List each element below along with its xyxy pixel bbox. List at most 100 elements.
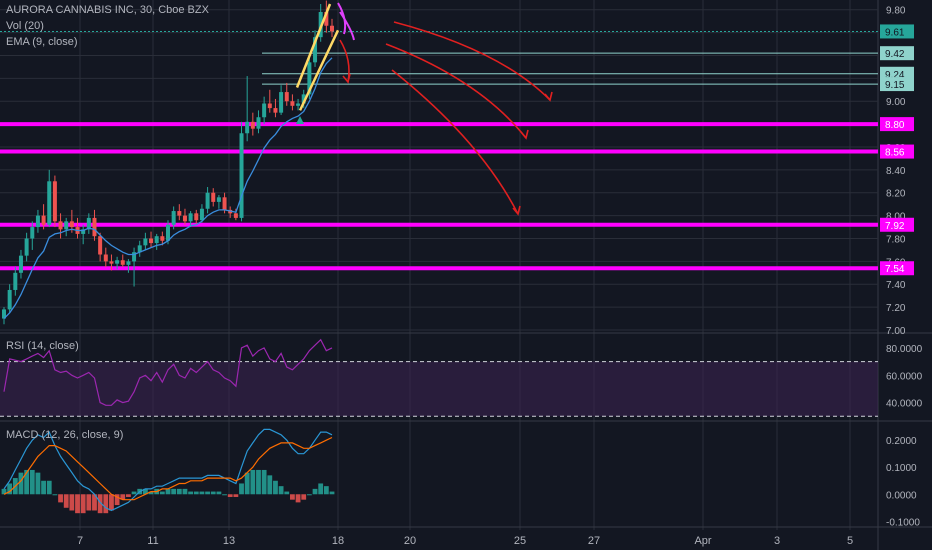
x-tick-label: 13 [223,535,235,547]
macd-histogram-bar [165,488,171,495]
candle-body [330,25,334,32]
x-tick-label: 3 [774,535,780,547]
macd-histogram-bar [227,494,233,497]
candle-body [211,192,216,202]
candle-body [301,94,306,104]
macd-histogram-bar [7,483,13,495]
candle-body [103,254,108,262]
price-tag [880,46,914,61]
macd-histogram-bar [52,494,58,496]
candle-body [137,245,142,253]
symbol-title[interactable]: AURORA CANNABIS INC, 30, Cboe BZX [6,4,209,16]
rsi-tick-label: 60.0000 [886,371,923,382]
candle-body [115,260,120,264]
macd-histogram-bar [301,494,307,500]
macd-tick-label: 0.0000 [886,490,917,501]
macd-histogram-bar [278,486,284,495]
magenta-curve-arrow [339,11,355,41]
macd-histogram-bar [216,491,222,495]
macd-histogram-bar [267,475,273,495]
support-price-label: 8.56 [885,148,905,159]
y-tick-label: 9.80 [886,6,906,17]
projection-arrow [391,69,519,215]
macd-histogram-bar [148,491,154,495]
rsi-legend[interactable]: RSI (14, close) [6,340,79,352]
rsi-tick-label: 80.0000 [886,344,923,355]
vol-legend[interactable]: Vol (20) [6,20,44,32]
price-pane [0,0,878,325]
macd-histogram-bar [233,494,239,497]
macd-legend-box: MACD (12, 26, close, 9) [6,427,123,443]
projection-arrowhead [342,73,351,84]
candle-body [86,217,91,230]
x-tick-label: 18 [332,535,344,547]
macd-histogram-bar [171,488,177,495]
support-price-label: 7.54 [885,264,905,275]
candle-body [296,103,301,106]
macd-line [3,428,333,512]
macd-histogram-bar [323,486,329,495]
macd-histogram-bar [159,491,165,495]
macd-histogram-bar [256,469,261,495]
macd-histogram-bar [222,494,227,496]
signal-line [3,436,333,501]
price-tag-label: 9.42 [885,49,905,60]
macd-histogram-bar [58,494,63,503]
candle-body [267,103,272,109]
macd-legend[interactable]: MACD (12, 26, close, 9) [6,429,124,441]
candle-body [245,121,250,134]
y-tick-label: 7.40 [886,280,906,291]
projection-arrowhead [544,91,553,102]
candle-body [52,181,57,222]
candle-body [58,221,63,230]
candle-body [13,272,18,290]
candle-body [2,309,6,319]
candle-body [149,238,154,244]
y-tick-label: 7.00 [886,326,906,337]
macd-histogram-bar [92,494,97,511]
candle-body [41,215,46,225]
macd-histogram-bar [142,488,148,495]
candle-body [109,261,114,264]
macd-histogram-bar [176,488,182,495]
macd-histogram-bar [24,469,30,495]
macd-histogram-bar [261,469,267,495]
candle-body [132,252,137,262]
price-tag-label: 9.61 [885,27,905,38]
macd-histogram-bar [29,469,35,495]
candle-body [7,289,12,310]
candle-body [143,238,148,246]
macd-histogram-bar [318,483,324,495]
candle-body [188,213,193,222]
macd-histogram-bar [273,480,278,495]
candle-body [166,224,170,241]
macd-histogram-bar [109,494,114,511]
candle-body [120,260,125,265]
candle-body [35,215,40,228]
x-tick-label: 11 [147,535,158,547]
y-tick-label: 7.80 [886,234,906,245]
macd-histogram-bar [205,491,210,495]
macd-histogram-bar [69,494,75,511]
macd-histogram-bar [103,494,109,514]
macd-pane [1,428,335,514]
projection-arrow [385,43,527,139]
ema-legend[interactable]: EMA (9, close) [6,36,78,48]
candle-body [313,37,318,63]
macd-tick-label: 0.1000 [886,463,917,474]
candle-body [279,92,284,113]
macd-histogram-bar [199,491,205,495]
rsi-line [3,338,333,406]
drawing-annotations[interactable] [295,2,553,216]
macd-histogram-bar [210,491,216,495]
macd-histogram-bar [63,494,69,508]
macd-histogram-bar [239,483,244,495]
rsi-band [0,361,878,417]
macd-tick-label: 0.2000 [886,436,917,447]
main-legend: AURORA CANNABIS INC, 30, Cboe BZX Vol (2… [6,2,209,50]
ema-line [3,57,333,320]
macd-histogram-bar [188,491,194,495]
rsi-legend-box: RSI (14, close) [6,338,79,354]
